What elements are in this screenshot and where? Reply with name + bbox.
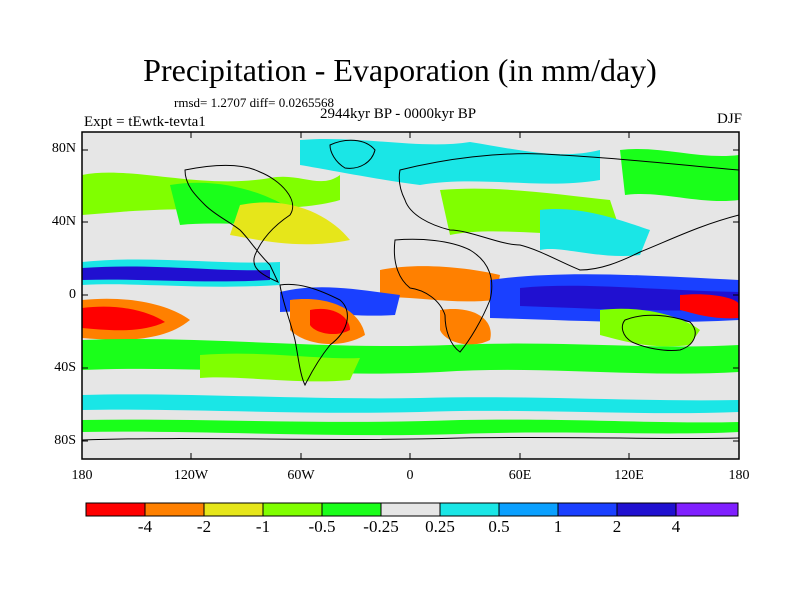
- n-pacific-itcz: [82, 266, 270, 282]
- eurasia-outline: [398, 153, 739, 271]
- colorbar-swatch: [144, 502, 205, 517]
- colorbar-label: 1: [553, 517, 563, 536]
- colorbar-label: -1: [255, 517, 271, 536]
- season-label: DJF: [716, 111, 742, 127]
- colorbar-swatch: [262, 502, 323, 517]
- lon-label-180w: 180: [71, 468, 93, 483]
- colorbar-label: -0.25: [363, 517, 399, 536]
- north-america-outline: [184, 164, 294, 283]
- s-america-red: [310, 308, 350, 335]
- colorbar-swatch: [203, 502, 264, 517]
- antarctic-band: [82, 419, 739, 436]
- colorbar-label: 0.5: [488, 517, 510, 536]
- lon-label-180e: 180: [728, 468, 750, 483]
- colorbar-label: 4: [671, 517, 681, 536]
- greenland-outline: [329, 139, 376, 169]
- colorbar-swatch: [675, 502, 739, 517]
- colorbar-swatch: [380, 502, 441, 517]
- colorbar-label: 0.25: [425, 517, 455, 536]
- colorbar-label: -2: [196, 517, 212, 536]
- colorbar-swatch: [557, 502, 618, 517]
- lat-label-0: 0: [69, 287, 76, 302]
- map-title: Precipitation - Evaporation (in mm/day): [143, 52, 657, 88]
- lat-label-80s: 80S: [54, 433, 76, 448]
- lon-label-120w: 120W: [173, 468, 209, 483]
- colorbar-label: 2: [612, 517, 622, 536]
- lat-label-40n: 40N: [51, 214, 76, 229]
- colorbar-swatch: [439, 502, 500, 517]
- stats-text: rmsd= 1.2707 diff= 0.0265568: [174, 95, 334, 110]
- lon-label-60e: 60E: [508, 468, 532, 483]
- asia-cyan: [540, 209, 650, 257]
- australia-outline: [621, 314, 696, 351]
- se-pacific-red: [82, 306, 165, 331]
- africa-outline: [393, 238, 493, 353]
- s-atlantic-green: [200, 353, 360, 382]
- sahel-orange: [380, 266, 500, 302]
- na-yellow: [230, 202, 350, 245]
- lat-label-40s: 40S: [54, 360, 76, 375]
- colorbar-label: -0.5: [308, 517, 336, 536]
- precip-field: [82, 132, 739, 459]
- southern-ocean-cyan: [82, 394, 739, 414]
- axis-ticks: [82, 132, 739, 459]
- period-text: 2944kyr BP - 0000kyr BP: [320, 106, 477, 122]
- colorbar-swatch: [321, 502, 382, 517]
- s-africa-orange: [440, 309, 491, 345]
- colorbar-swatch: [85, 502, 146, 517]
- colorbar-label: -4: [137, 517, 153, 536]
- lat-label-80n: 80N: [51, 141, 76, 156]
- colorbar-swatch: [498, 502, 559, 517]
- experiment-label: Expt = tEwtk-tevta1: [84, 114, 206, 130]
- sw-pacific-red: [680, 294, 739, 319]
- colorbar: [85, 502, 739, 517]
- siberia-green: [620, 148, 739, 202]
- antarctica-outline: [82, 436, 739, 441]
- lon-label-0: 0: [406, 468, 414, 483]
- south-america-outline: [279, 283, 348, 387]
- coastlines: [82, 139, 739, 441]
- lon-label-120e: 120E: [614, 468, 644, 483]
- colorbar-swatch: [616, 502, 677, 517]
- lon-label-60w: 60W: [287, 468, 315, 483]
